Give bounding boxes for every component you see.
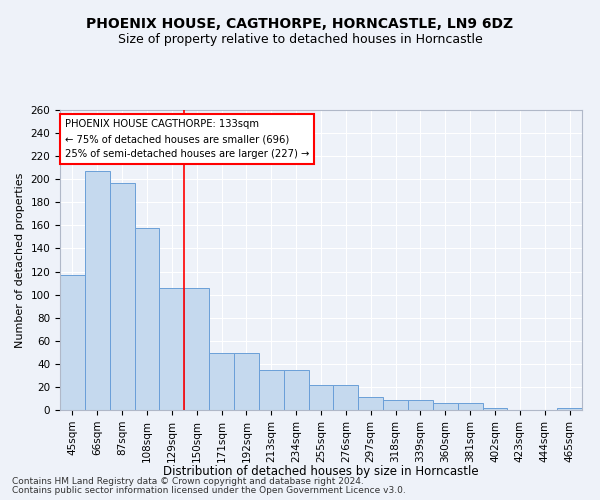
Text: Size of property relative to detached houses in Horncastle: Size of property relative to detached ho… <box>118 32 482 46</box>
Text: PHOENIX HOUSE, CAGTHORPE, HORNCASTLE, LN9 6DZ: PHOENIX HOUSE, CAGTHORPE, HORNCASTLE, LN… <box>86 18 514 32</box>
Bar <box>458 403 482 410</box>
Text: PHOENIX HOUSE CAGTHORPE: 133sqm
← 75% of detached houses are smaller (696)
25% o: PHOENIX HOUSE CAGTHORPE: 133sqm ← 75% of… <box>65 119 310 159</box>
Bar <box>308 384 334 410</box>
Bar <box>284 370 308 410</box>
Bar <box>184 288 209 410</box>
Bar <box>334 384 358 410</box>
Y-axis label: Number of detached properties: Number of detached properties <box>15 172 25 348</box>
Bar <box>160 288 184 410</box>
Text: Contains public sector information licensed under the Open Government Licence v3: Contains public sector information licen… <box>12 486 406 495</box>
Bar <box>60 275 85 410</box>
Bar <box>259 370 284 410</box>
Bar <box>557 408 582 410</box>
Bar <box>85 171 110 410</box>
Bar <box>358 398 383 410</box>
Bar <box>134 228 160 410</box>
Bar <box>383 400 408 410</box>
Text: Distribution of detached houses by size in Horncastle: Distribution of detached houses by size … <box>163 464 479 477</box>
Text: Contains HM Land Registry data © Crown copyright and database right 2024.: Contains HM Land Registry data © Crown c… <box>12 477 364 486</box>
Bar <box>209 354 234 410</box>
Bar <box>482 408 508 410</box>
Bar <box>408 400 433 410</box>
Bar <box>433 403 458 410</box>
Bar <box>110 182 134 410</box>
Bar <box>234 354 259 410</box>
